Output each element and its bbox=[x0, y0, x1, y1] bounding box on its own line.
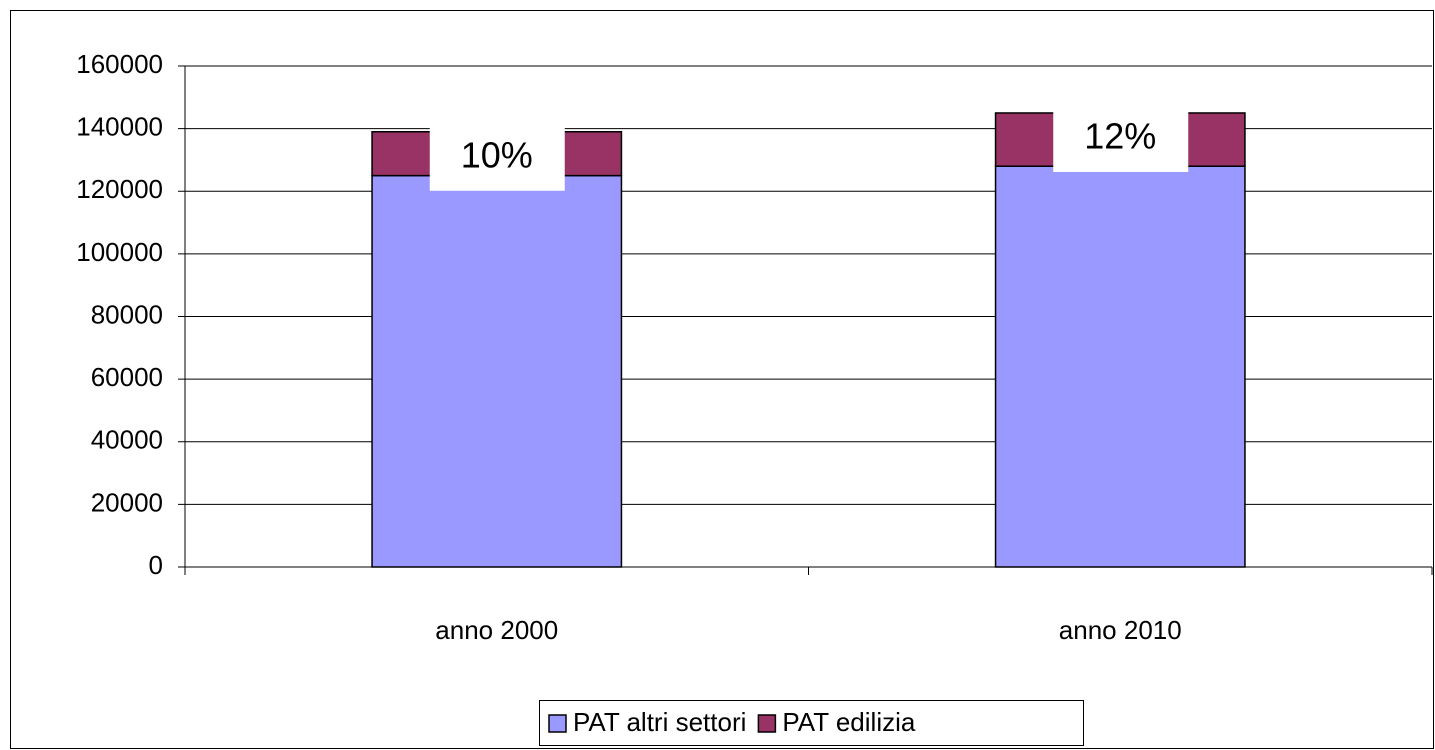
legend-swatch bbox=[548, 714, 567, 733]
y-tick-label: 160000 bbox=[76, 49, 163, 79]
y-tick-label: 40000 bbox=[91, 425, 163, 455]
legend-swatch bbox=[757, 714, 777, 733]
y-tick-label: 20000 bbox=[91, 487, 163, 517]
y-tick-label: 80000 bbox=[91, 299, 163, 329]
y-tick-label: 60000 bbox=[91, 362, 163, 392]
y-tick-label: 0 bbox=[149, 550, 163, 580]
bar-segment bbox=[371, 174, 623, 568]
annotation-box bbox=[1053, 105, 1189, 172]
bar-segment bbox=[994, 165, 1246, 568]
y-tick-label: 140000 bbox=[76, 112, 163, 142]
legend-box bbox=[539, 700, 1084, 746]
annotation: 10% bbox=[461, 134, 533, 175]
y-tick-label: 120000 bbox=[76, 174, 163, 204]
annotation: 12% bbox=[1084, 115, 1156, 156]
annotation-box bbox=[429, 124, 565, 191]
x-tick-label: anno 2000 bbox=[435, 615, 558, 645]
legend-label: PAT altri settori bbox=[573, 707, 746, 737]
legend-label: PAT edilizia bbox=[782, 707, 915, 737]
x-tick-label: anno 2010 bbox=[1059, 615, 1182, 645]
y-tick-label: 100000 bbox=[76, 237, 163, 267]
